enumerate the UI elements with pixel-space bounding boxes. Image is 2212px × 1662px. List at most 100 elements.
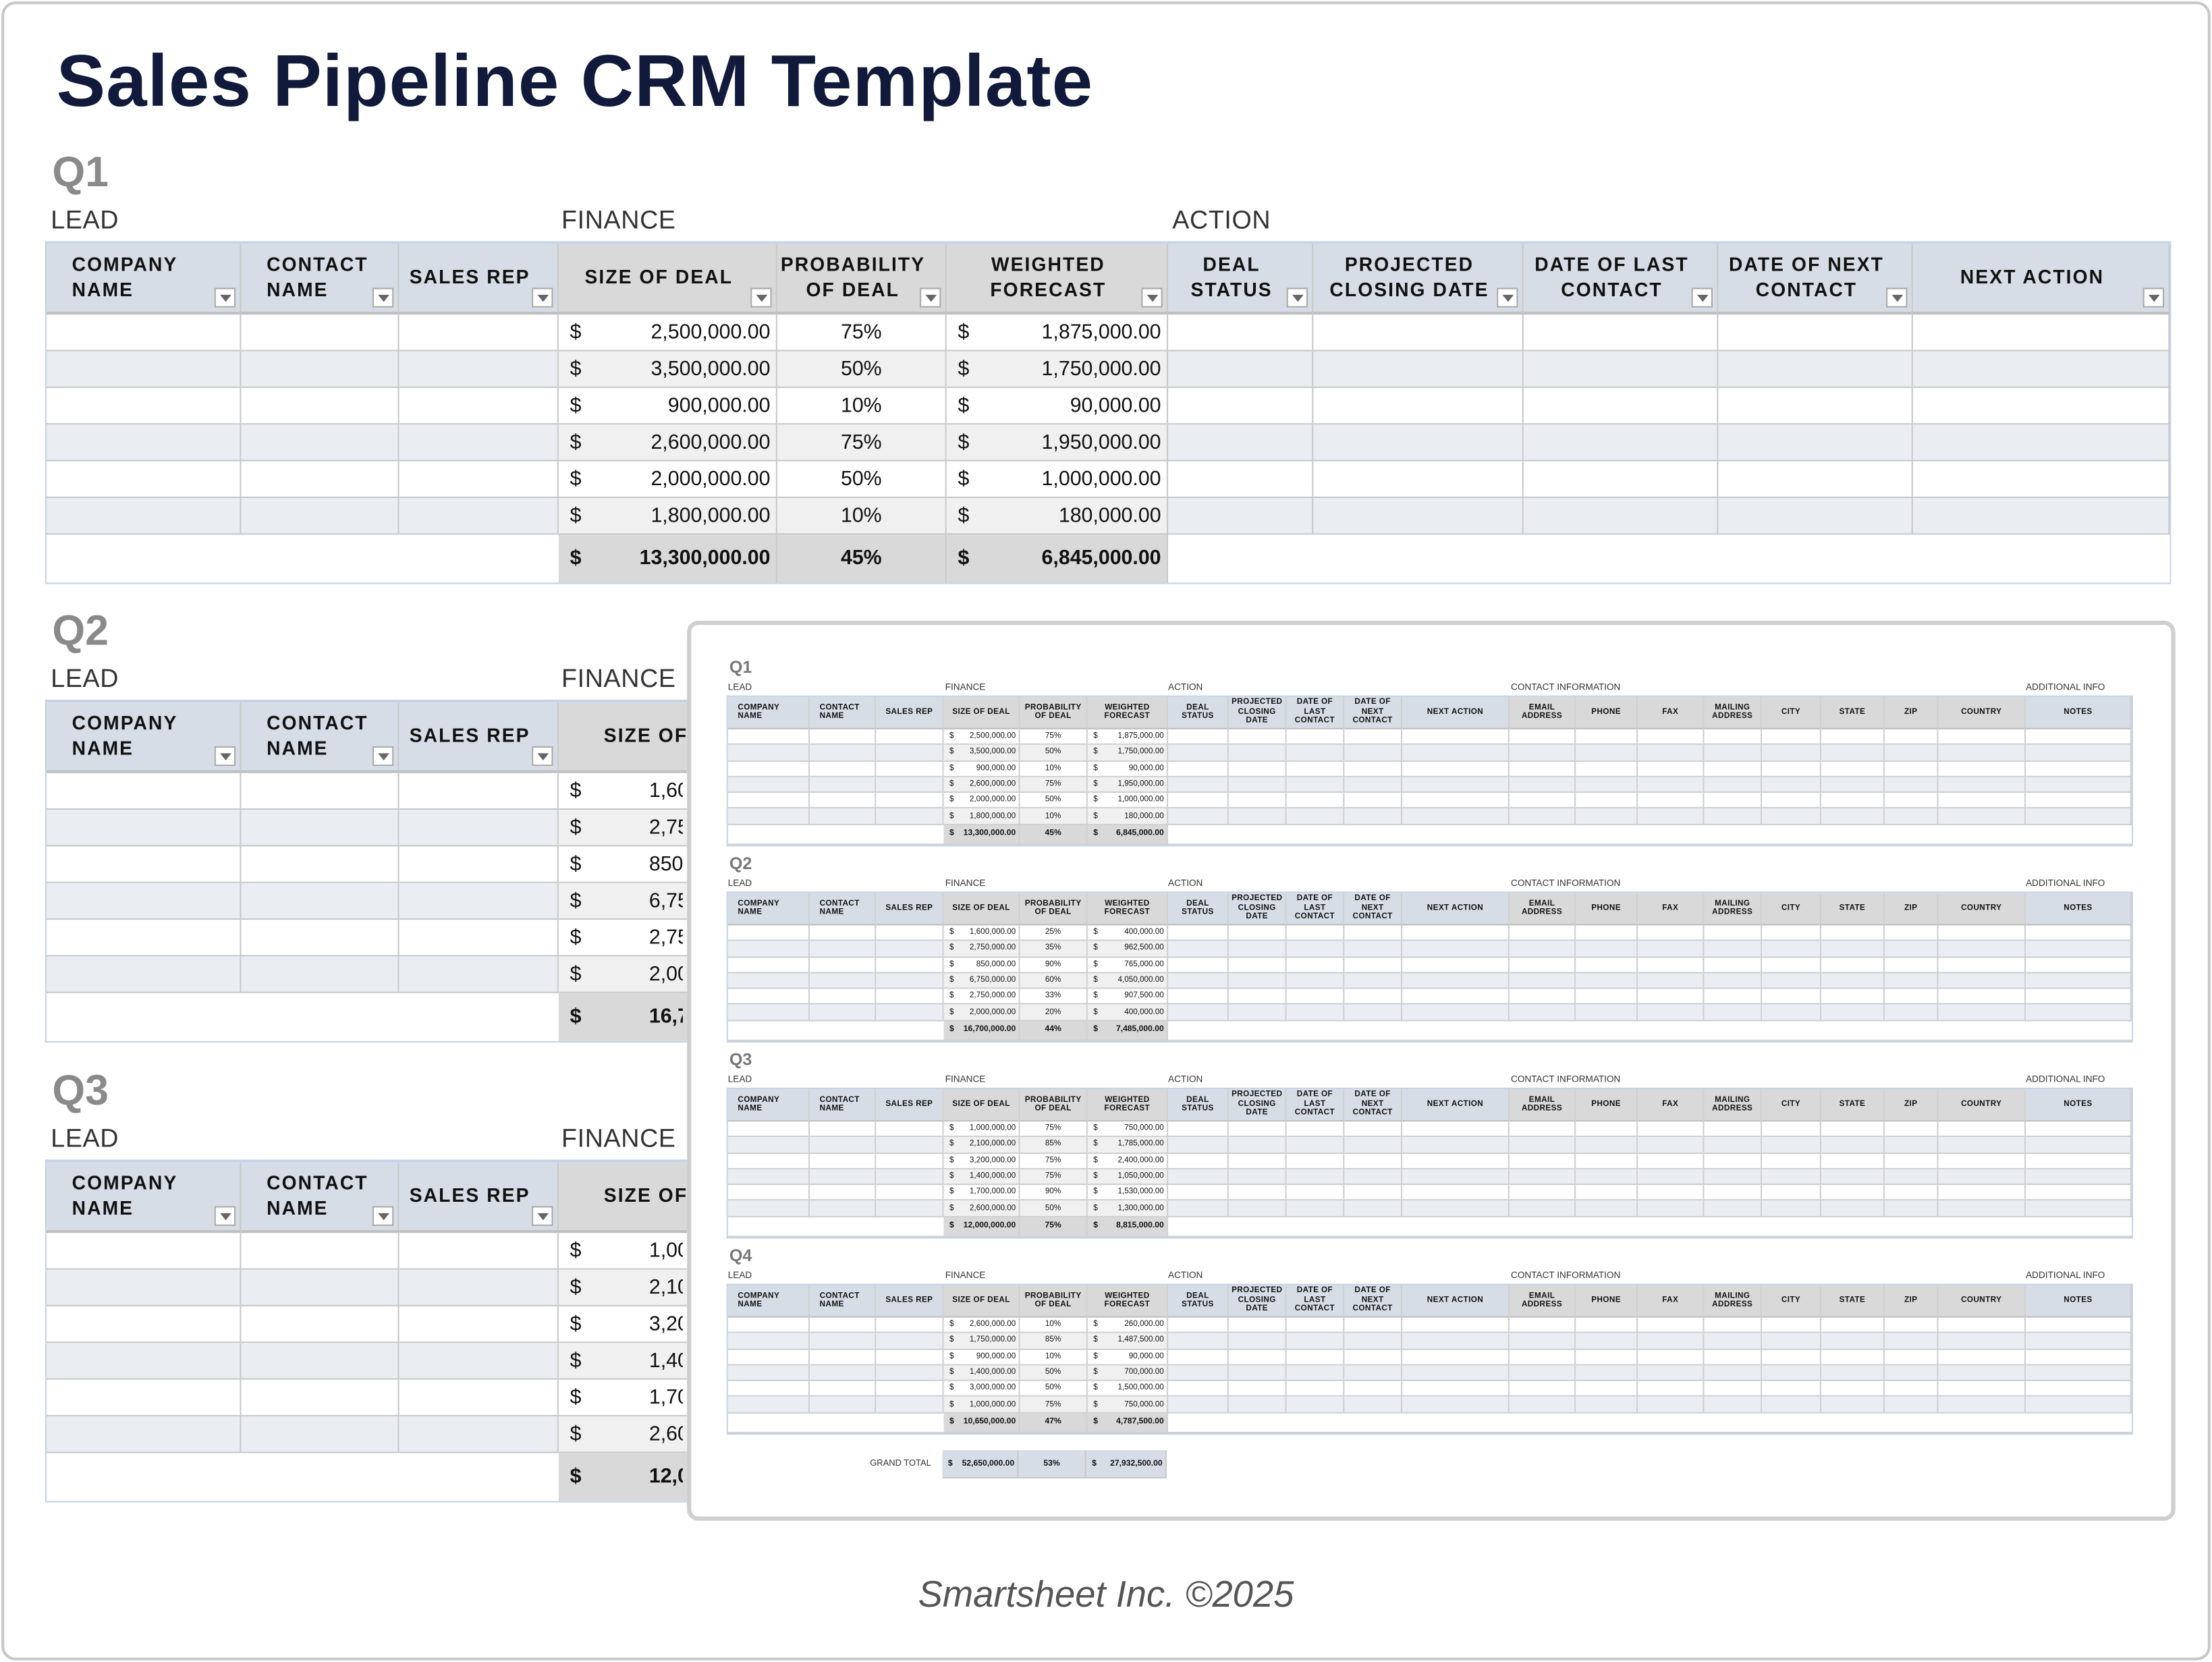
probability-cell[interactable]: 10% (1020, 1349, 1088, 1366)
empty-cell[interactable] (1168, 314, 1314, 352)
empty-cell[interactable] (1638, 1317, 1705, 1334)
empty-cell[interactable] (1885, 1317, 1939, 1334)
empty-cell[interactable] (1576, 1153, 1638, 1169)
empty-cell[interactable] (1168, 925, 1229, 942)
empty-cell[interactable] (1286, 1185, 1345, 1202)
empty-cell[interactable] (1286, 973, 1345, 989)
empty-cell[interactable] (2026, 973, 2132, 989)
empty-cell[interactable] (1509, 941, 1576, 958)
empty-cell[interactable] (46, 314, 242, 352)
empty-cell[interactable] (1509, 777, 1576, 794)
column-header-zip[interactable]: ZIP (1885, 1285, 1939, 1318)
empty-cell[interactable] (1638, 761, 1705, 777)
empty-cell[interactable] (1168, 1005, 1229, 1022)
money-cell[interactable]: $1,300,000.00 (1087, 1201, 1169, 1217)
empty-cell[interactable] (1576, 1349, 1638, 1366)
empty-cell[interactable] (1704, 745, 1763, 762)
column-header-notes[interactable]: NOTES (2026, 1285, 2132, 1318)
empty-cell[interactable] (1821, 1185, 1885, 1202)
empty-cell[interactable] (1704, 1153, 1763, 1169)
money-cell[interactable]: $2,500,000.00 (943, 729, 1020, 746)
probability-cell[interactable]: 75% (1020, 777, 1088, 794)
probability-cell[interactable]: 50% (1020, 1201, 1088, 1217)
column-header-size-of-deal[interactable]: SIZE OF DEAL (943, 1285, 1020, 1318)
money-cell[interactable]: $4,787,500.00 (1087, 1413, 1169, 1433)
empty-cell[interactable] (1821, 1317, 1885, 1334)
empty-cell[interactable] (1402, 729, 1510, 746)
empty-cell[interactable] (1821, 989, 1885, 1005)
money-cell[interactable]: $850,000.00 (943, 957, 1020, 974)
empty-cell[interactable] (1168, 957, 1229, 974)
empty-cell[interactable] (241, 846, 399, 883)
empty-cell[interactable] (1885, 1381, 1939, 1397)
empty-cell[interactable] (1286, 745, 1345, 762)
empty-cell[interactable] (727, 1333, 810, 1350)
empty-cell[interactable] (46, 1233, 242, 1270)
column-header-company-name[interactable]: COMPANY NAME (727, 696, 810, 729)
empty-cell[interactable] (1576, 1005, 1638, 1022)
column-header-next-action[interactable]: NEXT ACTION (1402, 1285, 1510, 1318)
money-cell[interactable]: $1,530,000.00 (1087, 1185, 1169, 1202)
empty-cell[interactable] (2026, 1349, 2132, 1366)
empty-cell[interactable] (1762, 1169, 1821, 1186)
empty-cell[interactable] (1168, 745, 1229, 762)
money-cell[interactable]: $3,200,000.00 (943, 1153, 1020, 1169)
empty-cell[interactable] (727, 1005, 810, 1022)
empty-cell[interactable] (1228, 745, 1287, 762)
empty-cell[interactable] (1402, 1365, 1510, 1382)
empty-cell[interactable] (1762, 1381, 1821, 1397)
empty-cell[interactable] (1938, 1333, 2026, 1350)
empty-cell[interactable] (1638, 973, 1705, 989)
empty-cell[interactable] (1938, 973, 2026, 989)
column-header-company-name[interactable]: COMPANY NAME (46, 702, 242, 773)
empty-cell[interactable] (727, 941, 810, 958)
column-header-size-of-deal[interactable]: SIZE OF DEAL (558, 1162, 689, 1234)
empty-cell[interactable] (46, 1269, 242, 1306)
empty-cell[interactable] (876, 808, 944, 825)
empty-cell[interactable] (399, 497, 559, 535)
empty-cell[interactable] (1523, 351, 1719, 388)
empty-cell[interactable] (1576, 1185, 1638, 1202)
column-header-probability-of-deal[interactable]: PROBABILITY OF DEAL (1020, 696, 1088, 729)
money-cell[interactable]: $1,000,000.00 (1087, 793, 1169, 809)
probability-cell[interactable]: 50% (1020, 793, 1088, 809)
empty-cell[interactable] (1885, 925, 1939, 942)
empty-cell[interactable] (1168, 777, 1229, 794)
filter-dropdown-icon[interactable] (532, 746, 553, 767)
empty-cell[interactable] (1286, 793, 1345, 809)
money-cell[interactable]: $1,750,000.00 (1087, 745, 1169, 762)
empty-cell[interactable] (1885, 1121, 1939, 1138)
empty-cell[interactable] (1168, 1153, 1229, 1169)
money-cell[interactable]: $1,950,000.00 (1087, 777, 1169, 794)
empty-cell[interactable] (1509, 1349, 1576, 1366)
money-cell[interactable]: $2,500,000.00 (558, 314, 777, 352)
empty-cell[interactable] (241, 314, 399, 352)
filter-dropdown-icon[interactable] (532, 1206, 553, 1226)
empty-cell[interactable] (727, 1349, 810, 1366)
empty-cell[interactable] (1402, 1317, 1510, 1334)
empty-cell[interactable] (1344, 941, 1403, 958)
empty-cell[interactable] (1885, 1153, 1939, 1169)
empty-cell[interactable] (1509, 1381, 1576, 1397)
empty-cell[interactable] (876, 1185, 944, 1202)
empty-cell[interactable] (1821, 1005, 1885, 1022)
empty-cell[interactable] (810, 973, 877, 989)
column-header-mailing-address[interactable]: MAILING ADDRESS (1704, 696, 1763, 729)
empty-cell[interactable] (1938, 1201, 2026, 1217)
empty-cell[interactable] (727, 761, 810, 777)
empty-cell[interactable] (1286, 1137, 1345, 1154)
filter-dropdown-icon[interactable] (1286, 287, 1308, 308)
empty-cell[interactable] (1509, 1005, 1576, 1022)
empty-cell[interactable] (1228, 989, 1287, 1005)
empty-cell[interactable] (1402, 808, 1510, 825)
empty-cell[interactable] (1704, 1121, 1763, 1138)
empty-cell[interactable] (876, 761, 944, 777)
filter-dropdown-icon[interactable] (214, 746, 236, 767)
money-cell[interactable]: $1,785,000.00 (1087, 1137, 1169, 1154)
empty-cell[interactable] (1228, 957, 1287, 974)
empty-cell[interactable] (1286, 1349, 1345, 1366)
empty-cell[interactable] (2026, 1137, 2132, 1154)
empty-cell[interactable] (1576, 1169, 1638, 1186)
probability-cell[interactable]: 75% (777, 314, 947, 352)
empty-cell[interactable] (810, 1153, 877, 1169)
